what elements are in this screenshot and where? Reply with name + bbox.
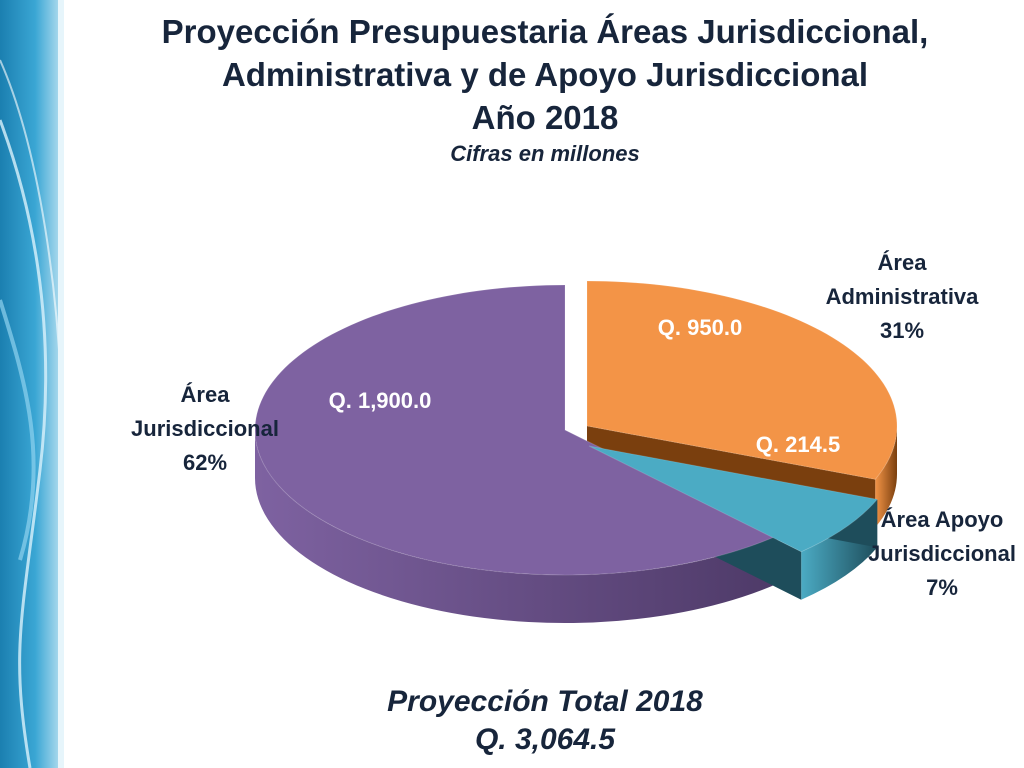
category-label-2: Área Apoyo Jurisdiccional 7% <box>868 507 1016 600</box>
title-line-1: Proyección Presupuestaria Áreas Jurisdic… <box>161 13 929 50</box>
decorative-side-band <box>0 0 64 768</box>
pie-side-0-0 <box>254 430 778 623</box>
pie-side-1-0 <box>875 426 897 528</box>
pie-tops <box>254 280 898 576</box>
value-label-2: Q. 214.5 <box>756 432 840 457</box>
total-projection: Proyección Total 2018 Q. 3,064.5 <box>260 683 830 759</box>
title-line-2: Administrativa y de Apoyo Jurisdiccional <box>221 56 869 93</box>
total-projection-value: Q. 3,064.5 <box>474 723 616 756</box>
chart-title: Proyección Presupuestaria Áreas Jurisdic… <box>90 10 1000 169</box>
category-label-0: Área Jurisdiccional 62% <box>131 382 279 475</box>
category-label-1: Área Administrativa 31% <box>826 250 980 343</box>
value-label-0: Q. 1,900.0 <box>329 388 432 413</box>
total-projection-label: Proyección Total 2018 <box>387 685 703 718</box>
pie-slice-2 <box>588 445 879 553</box>
title-line-3: Año 2018 <box>471 99 619 136</box>
chart-subtitle: Cifras en millones <box>450 141 640 166</box>
pie-slice-1 <box>586 280 898 480</box>
pie-slice-0 <box>254 284 779 576</box>
value-label-1: Q. 950.0 <box>658 315 742 340</box>
